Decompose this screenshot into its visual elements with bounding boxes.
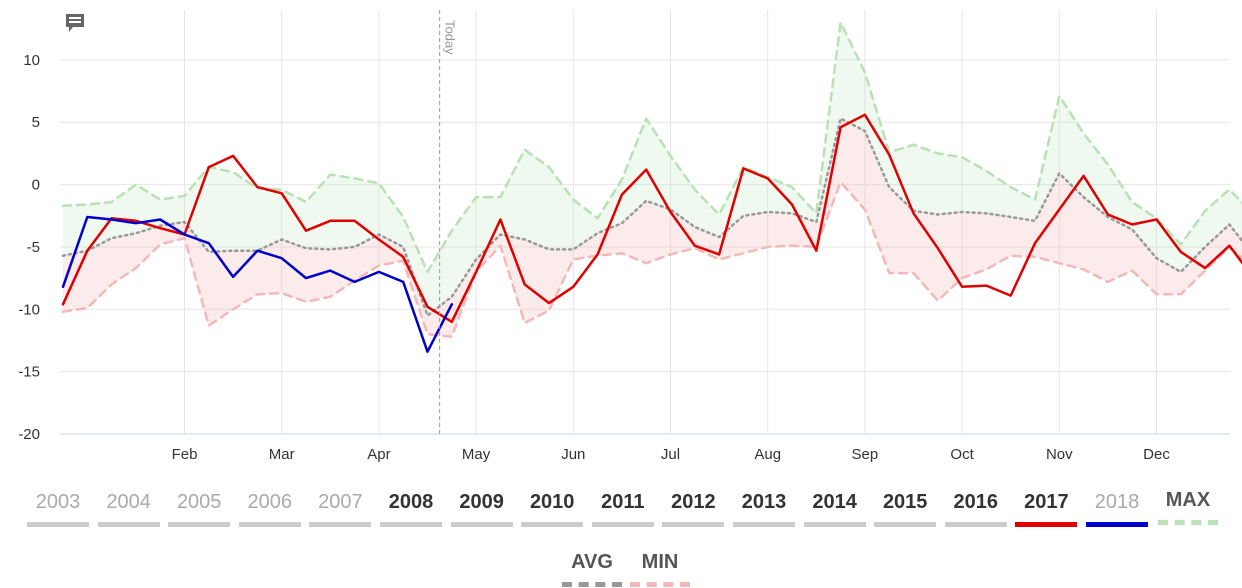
legend-label: 2004 [106,491,151,513]
legend-swatch [450,522,513,527]
x-tick-label: Jul [661,446,680,463]
legend-item-2004[interactable]: 2004 [94,482,164,527]
legend-swatch [168,522,231,527]
grid [60,10,1230,435]
y-tick-label: 0 [32,177,40,194]
legend-label: 2005 [176,491,222,513]
legend-label: MAX [1165,489,1211,511]
legend-swatch [1086,522,1148,527]
legend-label: MIN [641,551,679,573]
x-tick-label: Nov [1046,446,1073,463]
x-tick-label: Feb [172,446,198,463]
series-line-min[interactable] [61,180,1242,338]
x-tick-label: Dec [1143,446,1170,463]
legend-swatch [238,522,301,527]
x-tick-label: May [462,446,491,463]
y-axis: 10 5 0 -5 -10 -15 -20 [18,52,40,443]
avg-min-band [63,118,1242,337]
legend-label: 2009 [459,491,504,513]
legend-item-2006[interactable]: 2006 [235,482,305,527]
y-tick-label: 10 [23,52,40,69]
legend-swatch [380,522,442,527]
y-tick-label: -20 [18,426,40,443]
legend-item-2005[interactable]: 2005 [164,482,234,527]
legend-item-2017[interactable]: 2017 [1011,482,1081,527]
legend-item-min[interactable]: MIN [628,542,692,587]
legend-swatch [309,522,372,527]
legend-item-2013[interactable]: 2013 [729,482,799,527]
legend-item-2007[interactable]: 2007 [305,482,375,527]
legend-swatch [733,522,795,527]
legend-swatch [944,522,1007,527]
chart: 10 5 0 -5 -10 -15 -20 Feb Mar Apr May Jun Jul Aug Sep… [18,10,1242,463]
today-marker: Today [439,10,458,434]
legend-swatch [521,522,584,527]
legend-label: 2018 [1094,491,1140,513]
series-line-2018[interactable] [61,215,454,353]
legend-swatch [97,522,160,527]
y-tick-label: -15 [18,364,40,381]
legend-label: 2012 [671,491,716,513]
legend-item-2010[interactable]: 2010 [517,482,587,527]
comment-icon[interactable] [64,12,86,34]
legend-swatch [562,582,622,587]
legend-swatch [27,522,89,527]
legend-label: 2016 [953,491,999,513]
legend-item-2015[interactable]: 2015 [870,482,940,527]
legend-item-max[interactable]: MAX [1156,480,1220,525]
legend-swatch [591,522,654,527]
legend-label: 2007 [318,491,363,513]
x-tick-label: Apr [367,446,390,463]
legend-swatch [1015,522,1078,527]
series-lines [61,21,1242,359]
legend-label: 2010 [529,491,575,513]
range-bands [63,22,1242,337]
legend-label: 2008 [388,491,434,513]
legend-label: 2003 [35,491,81,513]
x-tick-label: Jun [561,446,585,463]
legend-label: 2014 [812,491,857,513]
legend-item-2018[interactable]: 2018 [1082,482,1152,527]
legend-swatch [874,522,937,527]
legend-item-2008[interactable]: 2008 [376,482,446,527]
legend-item-avg[interactable]: AVG [560,542,624,587]
y-tick-label: 5 [32,114,40,131]
x-tick-label: Aug [754,446,781,463]
legend-label: 2006 [247,491,293,513]
legend-swatch [630,582,690,587]
legend-item-2009[interactable]: 2009 [447,482,517,527]
legend-item-2011[interactable]: 2011 [588,482,658,527]
y-tick-label: -10 [18,301,40,318]
series-line-max[interactable] [61,21,1242,274]
legend-item-2012[interactable]: 2012 [658,482,728,527]
today-label: Today [443,20,458,55]
legend-label: 2015 [882,491,928,513]
x-tick-label: Mar [269,446,295,463]
y-tick-label: -5 [27,239,40,256]
legend-item-2014[interactable]: 2014 [800,482,870,527]
legend-swatch [1158,520,1218,525]
max-avg-band [63,22,1242,316]
x-tick-label: Oct [950,446,974,463]
legend-label: 2017 [1024,491,1069,513]
legend-item-2003[interactable]: 2003 [23,482,93,527]
legend-item-2016[interactable]: 2016 [941,482,1011,527]
legend-label: AVG [571,551,613,573]
series-line-2017[interactable] [61,113,1242,359]
legend-swatch [662,522,725,527]
legend: 2003 2004 2005 2006 2007 2008 2009 2010 2011 2012… [0,482,1242,588]
legend-swatch [803,522,866,527]
x-tick-label: Sep [852,446,879,463]
x-axis: Feb Mar Apr May Jun Jul Aug Sep Oct Nov Dec [172,446,1171,463]
series-line-avg[interactable] [61,117,1242,317]
legend-label: 2011 [601,491,645,513]
legend-label: 2013 [741,491,787,513]
